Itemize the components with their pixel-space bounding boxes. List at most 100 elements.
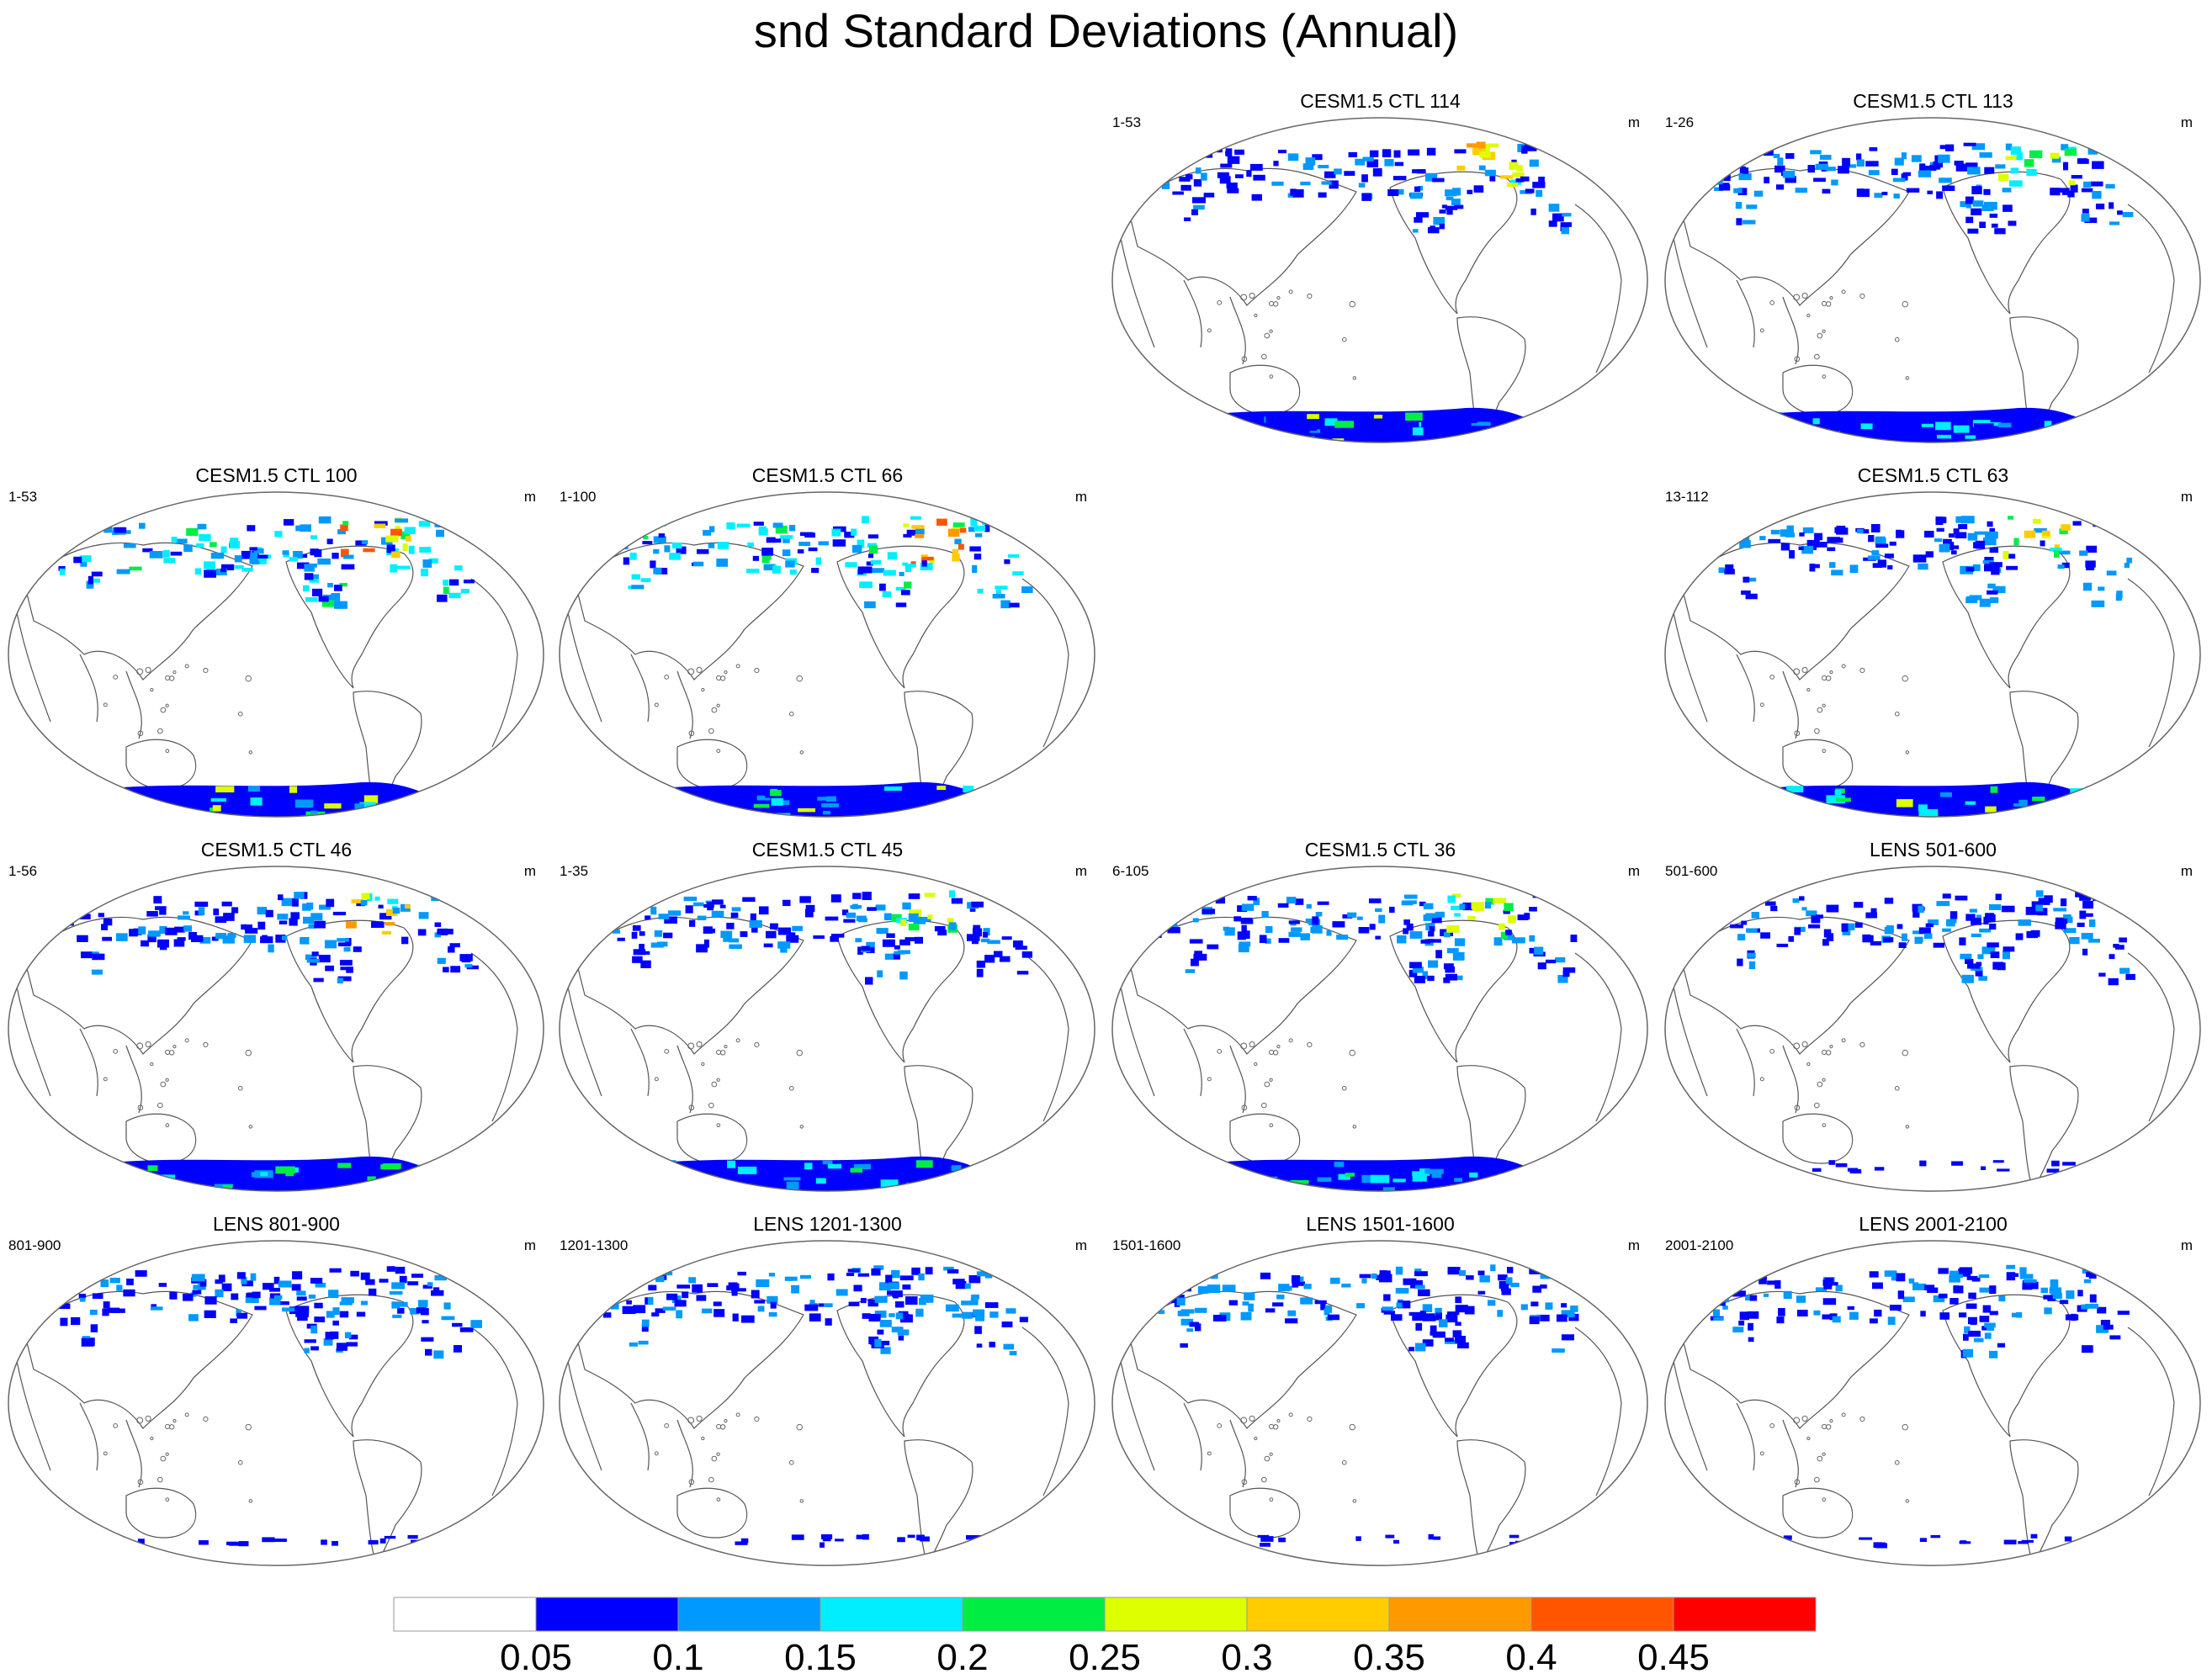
snow-cell [662,1306,676,1311]
snow-cell [1336,935,1349,940]
snow-cell [92,953,105,961]
snow-cell [1912,930,1924,935]
snow-cell [1751,911,1759,919]
snow-cell [265,909,273,918]
snow-cell [703,939,709,948]
snow-cell [1776,943,1789,947]
snow-cell [252,560,260,565]
snow-cell [1958,533,1965,538]
snow-cell [281,935,288,940]
snow-cell [303,585,310,592]
snow-cell [1237,931,1246,940]
map-panel: CESM1.5 CTL 63 13-112 m [1657,463,2209,824]
snow-cell [696,1295,707,1301]
snow-cell [422,1284,432,1289]
snow-cell [980,938,990,943]
map [8,491,544,818]
snow-cell [2008,220,2017,226]
snow-cell [2064,148,2077,156]
snow-cell [1552,1348,1565,1353]
snow-cell [1971,918,1981,925]
snow-cell [730,1283,740,1292]
snow-cell [1848,164,1857,168]
snow-cell [123,543,136,548]
snow-cell [1972,564,1981,571]
map-panel: CESM1.5 CTL 100 1-53 m [0,463,553,824]
island [103,1077,108,1082]
antarctic-cell [1860,423,1873,430]
snow-cell [1924,530,1934,538]
island [1841,664,1846,669]
island [796,1423,804,1431]
snow-cell [1451,893,1461,898]
snow-cell [304,1348,310,1353]
snow-cell [1012,571,1024,576]
island [799,750,804,755]
antarctic-cell [883,786,903,792]
snow-cell [1423,903,1434,909]
snow-cell [1422,1339,1434,1347]
snow-cell [754,1300,766,1304]
snow-cell [864,601,876,609]
snow-cell [1479,151,1491,158]
snow-cell [1874,193,1883,199]
antarctic-cell [1469,1172,1478,1178]
snow-cell [1870,908,1877,917]
snow-cell [929,557,935,564]
snow-cell [281,1307,295,1312]
snow-cell [1389,906,1395,914]
snow-cell [629,1342,638,1347]
island [145,1415,151,1422]
snow-cell [731,907,741,912]
antarctic-cell [212,805,221,812]
island [1217,299,1223,305]
snow-cell [2081,214,2090,222]
island [1902,1423,1909,1431]
snow-cell [1714,1272,1727,1279]
snow-cell [463,579,475,584]
snow-cell [1500,931,1508,940]
snow-cell [1912,903,1923,912]
snow-cell [1936,191,1944,199]
coastline [1681,542,1910,681]
snow-cell [1227,188,1239,193]
panel-units: m [2180,863,2193,879]
snow-cell [1770,905,1778,912]
snow-cell [1965,196,1974,204]
snow-cell [436,594,448,602]
snow-cell [891,1269,900,1279]
snow-cell [954,538,962,545]
antarctic-cell [1207,1538,1220,1542]
snow-cell [69,1274,80,1279]
snow-cell [697,915,707,921]
antarctic-cell [1774,1541,1782,1546]
snow-cell [1714,187,1723,192]
snow-cell [1180,1309,1195,1314]
island [1814,728,1820,734]
island [1307,1041,1313,1048]
map [1111,866,1648,1192]
snow-cell [437,928,448,935]
snow-cell [993,951,1003,958]
snow-cell [1422,1313,1436,1321]
snow-cell [98,913,104,918]
snow-cell [183,911,189,915]
snow-cell [1287,153,1299,162]
snow-cell [1799,532,1805,537]
snow-cell [2061,191,2070,195]
antarctic-cell [1851,813,1872,817]
snow-cell [641,1323,649,1332]
island [664,1048,670,1054]
snow-cell [1517,914,1529,920]
snow-cell [1770,529,1780,535]
snow-cell [2061,524,2071,531]
panel-title: LENS 801-900 [213,1213,340,1235]
snow-cell [1512,172,1525,177]
snow-cell [909,918,923,923]
snow-cell [304,1339,316,1343]
snow-cell [904,1296,918,1306]
snow-cell [1456,165,1466,171]
snow-cell [1193,179,1202,187]
snow-cell [1995,893,2002,901]
snow-cell [319,904,331,910]
